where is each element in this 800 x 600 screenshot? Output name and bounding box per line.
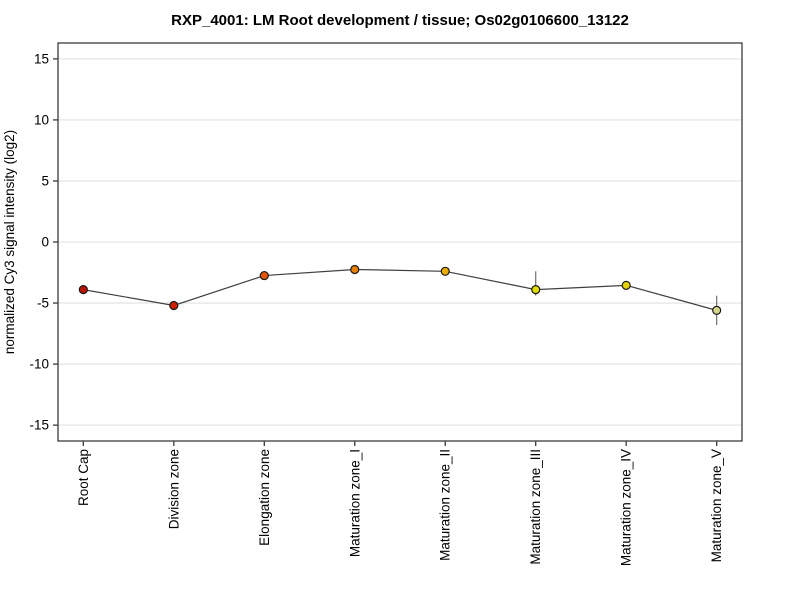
chart-title: RXP_4001: LM Root development / tissue; …	[171, 12, 629, 29]
y-tick-label: -10	[29, 357, 49, 372]
data-point	[259, 270, 269, 281]
data-point	[78, 285, 88, 295]
data-point	[621, 280, 631, 290]
y-tick-label: 10	[34, 112, 49, 127]
y-tick-label: 0	[41, 235, 49, 250]
data-point	[440, 266, 450, 276]
y-tick-label: -5	[37, 296, 49, 311]
x-tick-label: Root Cap	[76, 449, 91, 506]
data-point	[531, 285, 541, 295]
data-line	[83, 268, 717, 311]
y-tick-label: -15	[29, 418, 49, 433]
x-tick-label: Elongation zone	[257, 449, 272, 546]
y-tick-label: 15	[34, 51, 49, 66]
x-tick-label: Maturation zone_III	[528, 449, 543, 565]
x-tick-label: Maturation zone_I	[347, 449, 362, 557]
x-tick-label: Division zone	[166, 449, 181, 529]
y-axis-label: normalized Cy3 signal intensity (log2)	[2, 130, 17, 354]
x-tick-label: Maturation zone_IV	[619, 449, 634, 566]
data-point	[350, 264, 360, 275]
data-point	[169, 300, 179, 311]
y-tick-label: 5	[41, 173, 49, 188]
x-tick-label: Maturation zone_II	[438, 449, 453, 561]
x-tick-label: Maturation zone_V	[709, 449, 724, 562]
data-point	[712, 305, 722, 315]
